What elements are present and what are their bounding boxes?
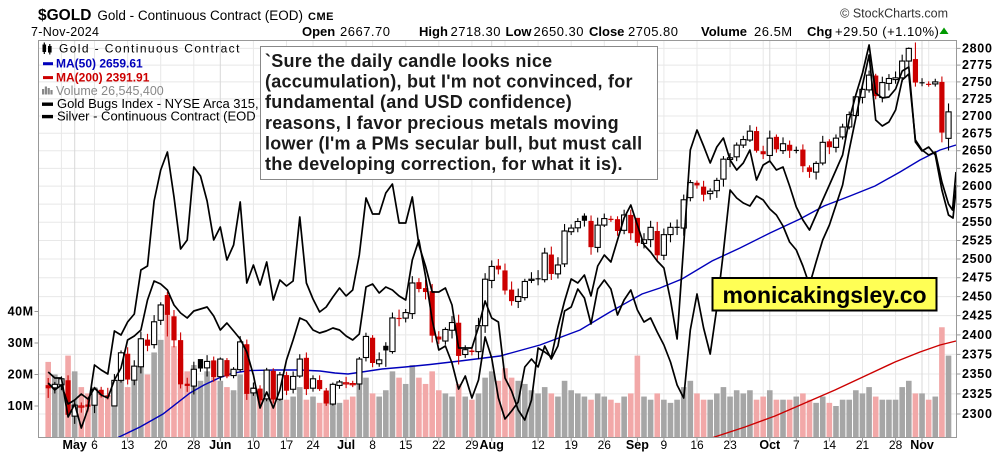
svg-text:13: 13 (121, 438, 135, 452)
svg-text:2718.30: 2718.30 (451, 24, 502, 39)
svg-text:Gold - Continuous Contract: Gold - Continuous Contract (59, 42, 241, 56)
svg-text:9: 9 (661, 438, 668, 452)
svg-text:24: 24 (306, 438, 320, 452)
svg-text:2625: 2625 (962, 161, 993, 175)
svg-text:(accumulation), but I'm not co: (accumulation), but I'm not convinced, f… (265, 72, 633, 92)
svg-text:29: 29 (465, 438, 479, 452)
svg-text:Aug: Aug (480, 438, 504, 452)
svg-text:2800: 2800 (962, 41, 993, 55)
svg-text:2425: 2425 (962, 309, 993, 323)
svg-text:28: 28 (187, 438, 201, 452)
svg-text:Oct: Oct (759, 438, 781, 452)
svg-text:monicakingsley.co: monicakingsley.co (722, 282, 926, 308)
svg-text:14: 14 (823, 438, 837, 452)
svg-text:2700: 2700 (962, 109, 993, 123)
svg-text:17: 17 (280, 438, 294, 452)
svg-text:Gold Bugs Index - NYSE Arca 31: Gold Bugs Index - NYSE Arca 315, (57, 96, 259, 111)
svg-text:Jun: Jun (209, 438, 231, 452)
svg-text:fundamental (and USD confidenc: fundamental (and USD confidence) (265, 92, 572, 112)
svg-text:6: 6 (91, 438, 98, 452)
svg-text:10M: 10M (8, 399, 34, 413)
svg-text:Chg: Chg (807, 24, 832, 39)
svg-text:2750: 2750 (962, 75, 993, 89)
svg-text:7-Nov-2024: 7-Nov-2024 (31, 25, 99, 39)
svg-text:2500: 2500 (962, 252, 993, 266)
svg-text:2775: 2775 (962, 58, 993, 72)
svg-text:19: 19 (565, 438, 579, 452)
svg-text:2350: 2350 (962, 367, 993, 381)
svg-text:Jul: Jul (337, 438, 355, 452)
svg-text:20M: 20M (8, 368, 34, 382)
svg-text:the developing correction, for: the developing correction, for what it i… (265, 154, 623, 174)
svg-text:+29.50 (+1.10%): +29.50 (+1.10%) (835, 24, 939, 39)
svg-text:2400: 2400 (962, 328, 993, 342)
svg-text:Low: Low (506, 24, 533, 39)
svg-text:2650.30: 2650.30 (534, 24, 585, 39)
svg-text:8: 8 (369, 438, 376, 452)
svg-text:23: 23 (723, 438, 737, 452)
svg-text:2525: 2525 (962, 234, 993, 248)
svg-text:Close: Close (589, 24, 624, 39)
svg-text:2375: 2375 (962, 347, 993, 361)
svg-text:12: 12 (531, 438, 545, 452)
svg-text:reasons, I favor precious meta: reasons, I favor precious metals moving (265, 113, 619, 133)
svg-text:`Sure the daily candle looks n: `Sure the daily candle looks nice (265, 51, 552, 71)
svg-text:2300: 2300 (962, 407, 993, 421)
svg-text:16: 16 (690, 438, 704, 452)
svg-text:2450: 2450 (962, 290, 993, 304)
svg-text:MA(200) 2391.91: MA(200) 2391.91 (56, 71, 150, 85)
svg-text:2550: 2550 (962, 215, 993, 229)
svg-text:22: 22 (432, 438, 446, 452)
svg-text:30M: 30M (8, 336, 34, 350)
svg-text:Silver - Continuous Contract (: Silver - Continuous Contract (EOD (57, 109, 256, 124)
svg-text:2325: 2325 (962, 387, 993, 401)
svg-text:May: May (63, 438, 87, 452)
svg-text:26: 26 (598, 438, 612, 452)
svg-text:20: 20 (154, 438, 168, 452)
svg-text:2675: 2675 (962, 126, 993, 140)
svg-text:10: 10 (247, 438, 261, 452)
svg-text:© StockCharts.com: © StockCharts.com (840, 7, 948, 21)
svg-text:High: High (419, 24, 448, 39)
svg-text:21: 21 (856, 438, 870, 452)
svg-text:Nov: Nov (910, 438, 934, 452)
svg-text:26.5M: 26.5M (754, 24, 793, 39)
svg-text:7: 7 (793, 438, 800, 452)
svg-text:lower (I'm a PMs secular bull,: lower (I'm a PMs secular bull, but must … (265, 133, 642, 153)
svg-text:40M: 40M (8, 305, 34, 319)
svg-text:2650: 2650 (962, 144, 993, 158)
svg-text:2705.80: 2705.80 (628, 24, 679, 39)
svg-text:2575: 2575 (962, 197, 993, 211)
svg-text:28: 28 (889, 438, 903, 452)
svg-text:Open: Open (302, 24, 335, 39)
svg-text:MA(50) 2659.61: MA(50) 2659.61 (56, 57, 143, 71)
svg-text:2600: 2600 (962, 179, 993, 193)
svg-text:Sep: Sep (626, 438, 649, 452)
svg-text:2725: 2725 (962, 92, 993, 106)
svg-text:2667.70: 2667.70 (340, 24, 391, 39)
svg-text:Volume: Volume (701, 24, 747, 39)
svg-text:Volume 26,545,400: Volume 26,545,400 (56, 84, 164, 98)
svg-text:2475: 2475 (962, 271, 993, 285)
svg-text:15: 15 (399, 438, 413, 452)
